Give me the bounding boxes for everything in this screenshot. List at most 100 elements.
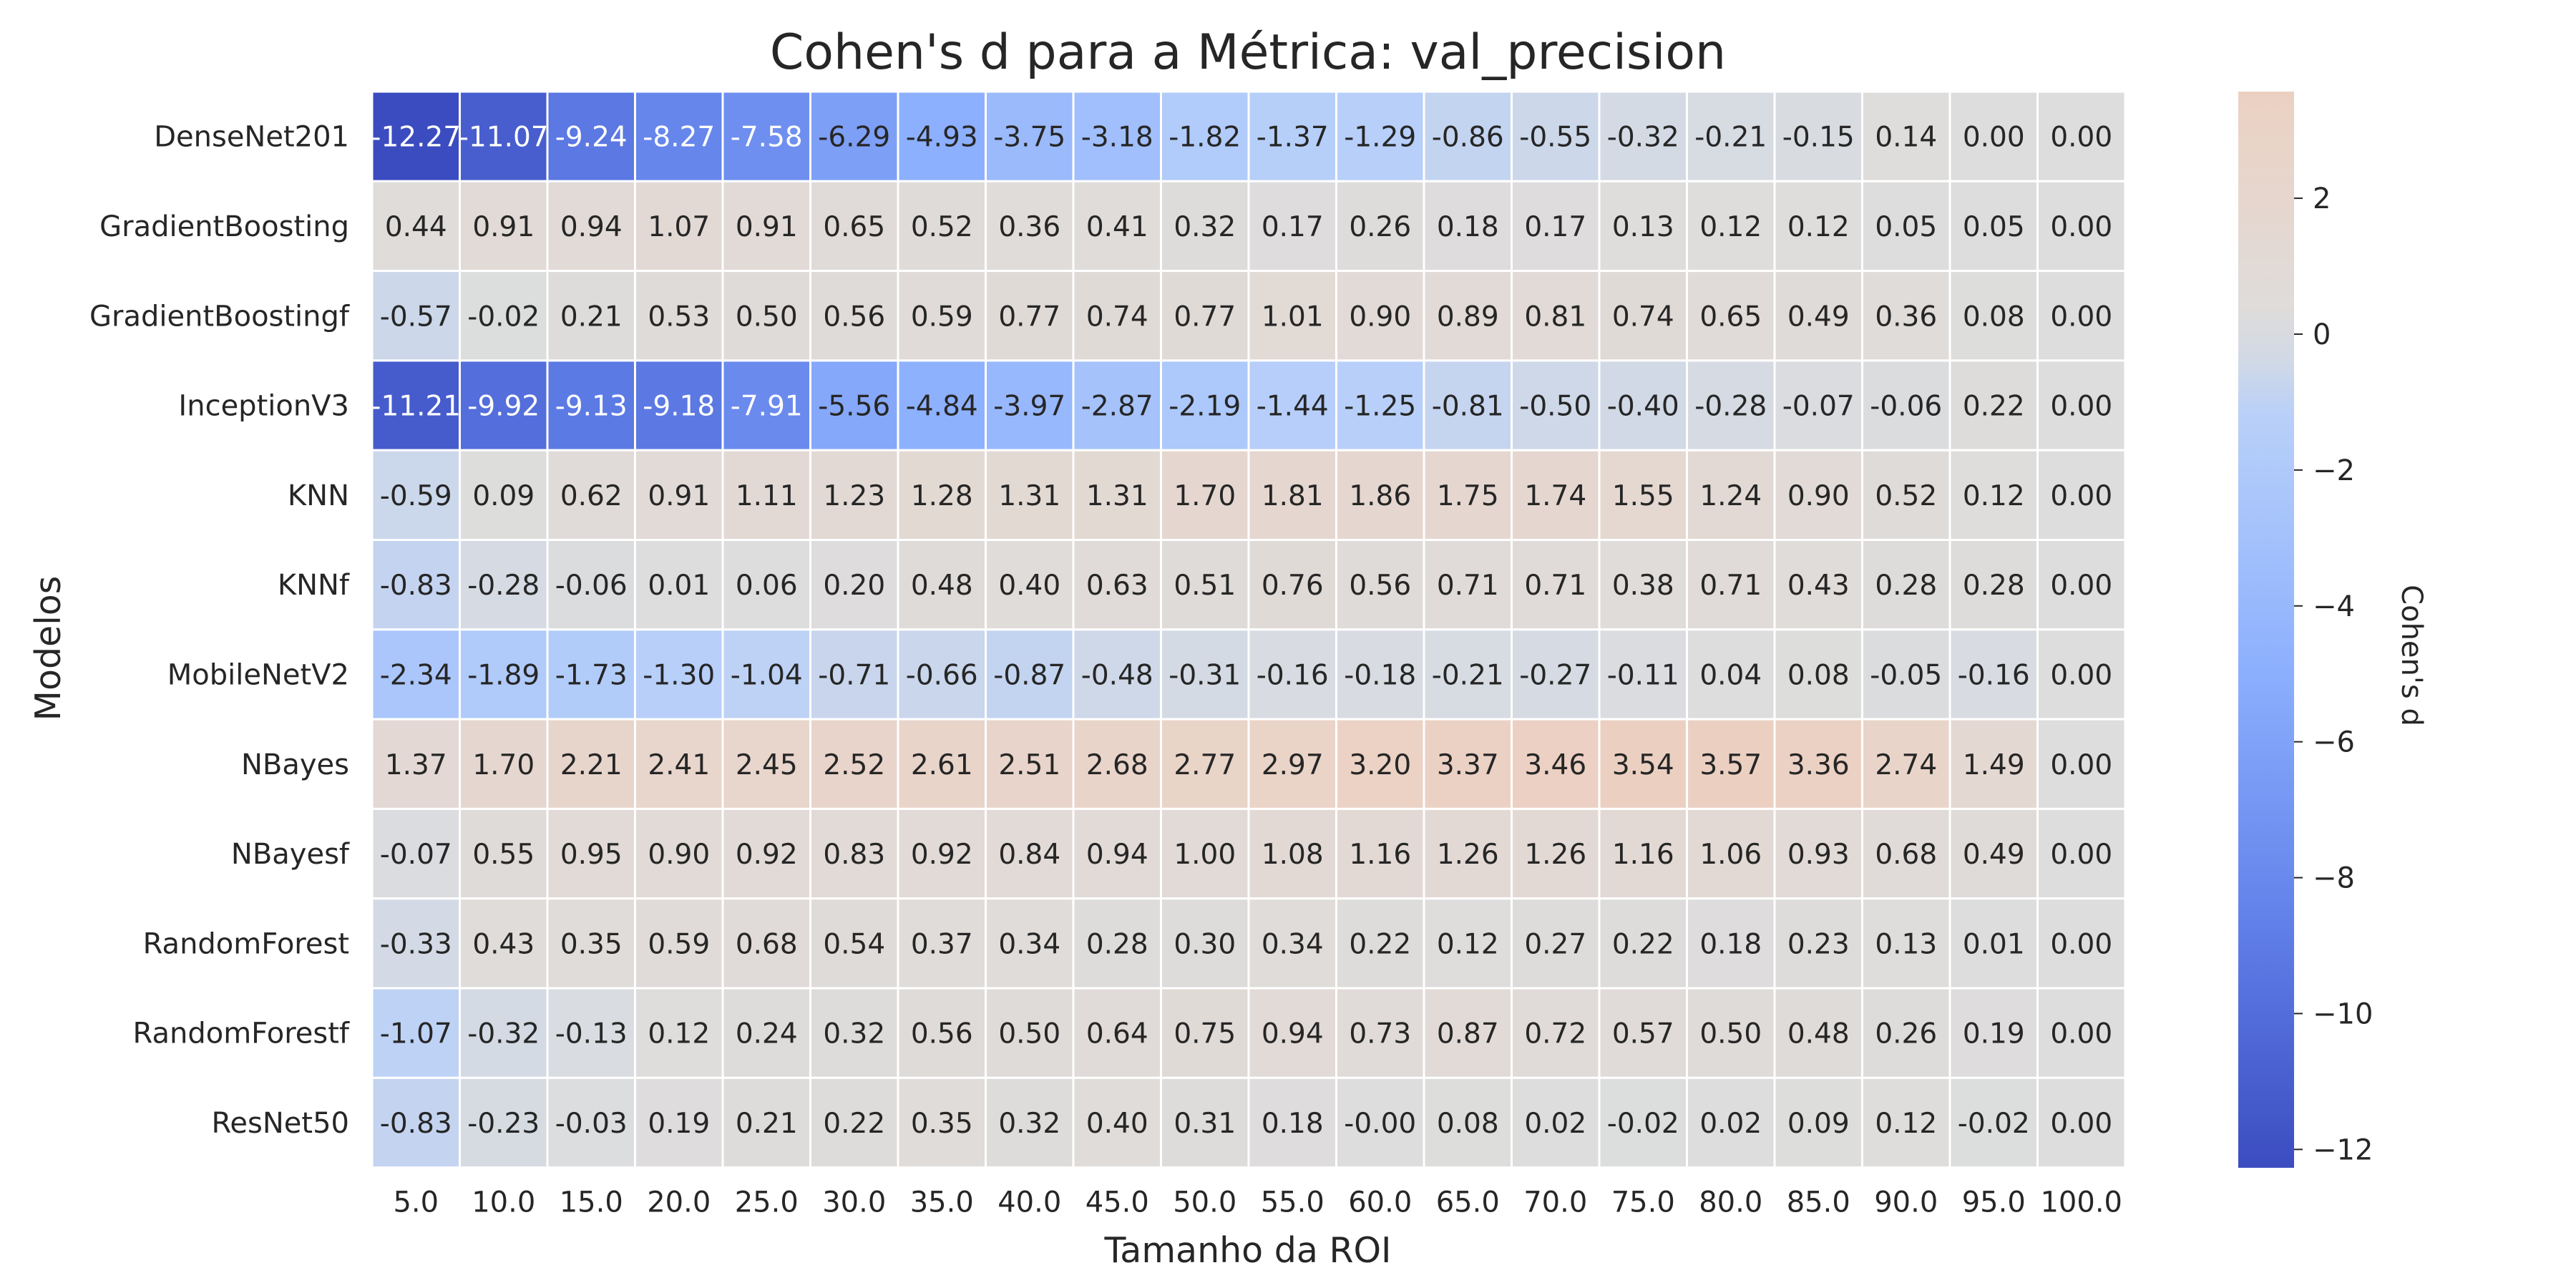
cell-value-label: 0.00 (2050, 659, 2112, 691)
heatmap-cell (985, 718, 1075, 810)
heatmap-cell (809, 628, 899, 721)
x-tick-label: 45.0 (1085, 1186, 1149, 1219)
cell-value-label: -1.30 (643, 659, 715, 691)
cell-value-label: 0.68 (1875, 839, 1937, 871)
cell-value-label: -0.48 (1081, 659, 1153, 691)
cell-value-label: 0.12 (1875, 1108, 1937, 1140)
x-tick-label: 70.0 (1523, 1186, 1587, 1219)
heatmap-cell (897, 897, 987, 990)
cell-value-label: 0.73 (1349, 1018, 1411, 1050)
heatmap-cell (2036, 449, 2127, 542)
heatmap-cell (1072, 359, 1162, 452)
x-tick-label: 95.0 (1962, 1186, 2026, 1219)
y-tick-label: NBayesf (231, 838, 350, 871)
cell-value-label: -0.21 (1694, 122, 1767, 154)
heatmap-cell (1948, 628, 2039, 721)
colorbar-label: Cohen's d (2395, 585, 2428, 726)
heatmap-cell (897, 987, 987, 1079)
cell-value-label: 0.71 (1699, 570, 1762, 602)
cell-value-label: 0.40 (1086, 1108, 1148, 1140)
heatmap-cell (546, 270, 636, 362)
heatmap-cell (809, 807, 899, 900)
colorbar-tick-label: −10 (2313, 997, 2373, 1030)
cell-value-label: -0.02 (467, 301, 540, 333)
heatmap-cell (1160, 987, 1250, 1079)
cell-value-label: 0.00 (2050, 570, 2112, 602)
x-tick-label: 80.0 (1699, 1186, 1762, 1219)
cell-value-label: 0.68 (736, 928, 798, 960)
cell-value-label: -2.87 (1081, 391, 1153, 423)
cell-value-label: -5.56 (818, 391, 890, 423)
cell-value-label: 0.00 (2050, 1108, 2112, 1140)
cell-value-label: -0.28 (1694, 391, 1767, 423)
cell-value-label: 2.68 (1086, 749, 1148, 781)
heatmap-cell (1598, 539, 1688, 631)
heatmap-cell (1598, 897, 1688, 990)
cell-value-label: 0.71 (1437, 570, 1499, 602)
cell-value-label: 0.22 (823, 1108, 885, 1140)
cell-value-label: 0.93 (1787, 839, 1850, 871)
heatmap-cell (809, 987, 899, 1079)
heatmap-cell (371, 1076, 461, 1169)
cell-value-label: -1.44 (1257, 391, 1329, 423)
x-tick-label: 55.0 (1261, 1186, 1324, 1219)
heatmap-cell (634, 449, 724, 542)
cell-value-label: -9.92 (467, 391, 540, 423)
cell-value-label: -0.40 (1607, 391, 1679, 423)
cell-value-label: -0.31 (1169, 659, 1241, 691)
heatmap-cell (1686, 359, 1776, 452)
cell-value-label: 0.27 (1524, 928, 1586, 960)
cell-value-label: 0.77 (1174, 301, 1236, 333)
cell-value-label: 0.12 (1963, 480, 2025, 512)
cell-value-label: 0.28 (1875, 570, 1937, 602)
cell-value-label: 0.32 (1174, 211, 1236, 243)
cell-value-label: 0.31 (1174, 1108, 1236, 1140)
cell-value-label: 0.26 (1349, 211, 1411, 243)
cell-value-label: -0.87 (993, 659, 1065, 691)
cell-value-label: 3.20 (1349, 749, 1411, 781)
cell-value-label: -2.34 (380, 659, 452, 691)
heatmap-cell (1948, 1076, 2039, 1169)
cell-value-label: -1.73 (555, 659, 628, 691)
heatmap-cell (1511, 1076, 1601, 1169)
cell-value-label: 0.49 (1787, 301, 1850, 333)
cell-value-label: -0.13 (555, 1018, 628, 1050)
cell-value-label: 0.50 (736, 301, 798, 333)
heatmap-cell (897, 539, 987, 631)
heatmap-cell (459, 807, 549, 900)
cell-value-label: 0.13 (1612, 211, 1674, 243)
cell-value-label: -6.29 (818, 122, 890, 154)
cell-value-label: 0.00 (1963, 122, 2025, 154)
cell-value-label: 1.11 (736, 480, 798, 512)
cell-value-label: -0.86 (1432, 122, 1504, 154)
cell-value-label: 0.24 (736, 1018, 798, 1050)
cell-value-label: 0.94 (1086, 839, 1148, 871)
heatmap-cell (1335, 1076, 1425, 1169)
heatmap-cell (2036, 987, 2127, 1079)
x-tick-label: 65.0 (1436, 1186, 1500, 1219)
y-tick-label: DenseNet201 (154, 121, 349, 154)
heatmap-cell (1511, 897, 1601, 990)
heatmap-cell (371, 807, 461, 900)
heatmap-cell (1247, 449, 1337, 542)
cell-value-label: 0.05 (1875, 211, 1937, 243)
cell-value-label: 1.75 (1437, 480, 1499, 512)
heatmap-cell (2036, 807, 2127, 900)
heatmap-cell (1160, 359, 1250, 452)
cell-value-label: 2.41 (648, 749, 710, 781)
cell-value-label: -0.16 (1257, 659, 1329, 691)
cell-value-label: -3.75 (993, 122, 1065, 154)
cell-value-label: 1.08 (1262, 839, 1324, 871)
heatmap-cell (1773, 718, 1863, 810)
heatmap-cell (985, 359, 1075, 452)
cell-value-label: -3.97 (993, 391, 1065, 423)
cell-value-label: 0.12 (1699, 211, 1762, 243)
cell-value-label: 0.20 (823, 570, 885, 602)
cell-value-label: -1.29 (1344, 122, 1416, 154)
heatmap-cell (1948, 987, 2039, 1079)
cell-value-label: 0.95 (560, 839, 623, 871)
heatmap-cell (809, 270, 899, 362)
heatmap-cell (1511, 987, 1601, 1079)
heatmap-cell (2036, 1076, 2127, 1169)
heatmap-cell (1686, 270, 1776, 362)
